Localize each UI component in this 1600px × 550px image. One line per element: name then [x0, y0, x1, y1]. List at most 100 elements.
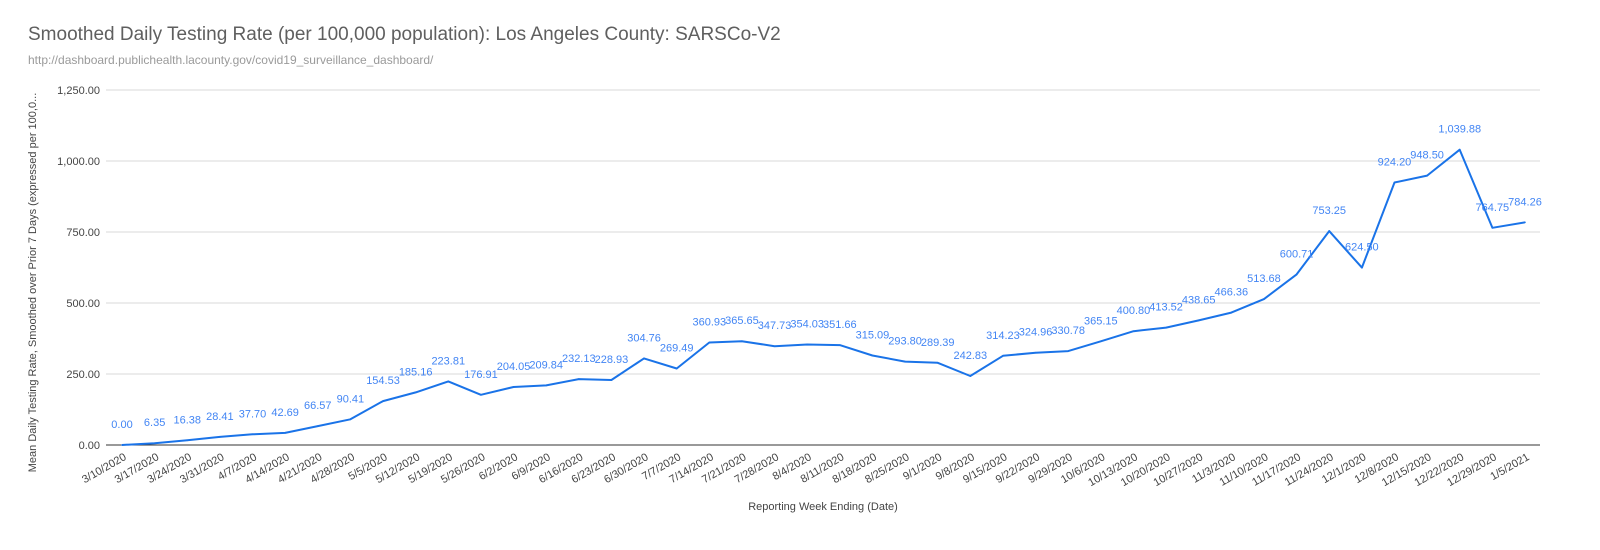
y-axis-ticks: 0.00 250.00 500.00 750.00 1,000.00 1,250.00: [57, 85, 100, 452]
data-label: 513.68: [1247, 273, 1281, 285]
data-point: [741, 340, 743, 342]
data-point: [936, 362, 939, 364]
data-point: [610, 379, 613, 381]
data-point: [969, 375, 972, 377]
chart-title: Smoothed Daily Testing Rate (per 100,000…: [28, 24, 781, 45]
data-point: [1165, 326, 1167, 329]
y-tick-label: 500.00: [66, 298, 100, 310]
data-point: [1230, 311, 1233, 314]
data-label: 351.66: [823, 319, 857, 331]
data-label: 360.93: [692, 316, 726, 328]
data-point: [1132, 330, 1135, 332]
x-axis-ticks: 3/10/20203/17/20203/24/20203/31/20204/7/…: [80, 451, 1531, 489]
y-tick-label: 1,000.00: [57, 156, 100, 168]
data-point: [839, 344, 841, 346]
data-point: [1393, 181, 1396, 184]
x-axis-title: Reporting Week Ending (Date): [748, 501, 898, 513]
data-point: [1361, 266, 1363, 269]
data-label: 315.09: [856, 330, 890, 342]
data-point: [284, 432, 286, 434]
data-label: 324.96: [1019, 327, 1053, 339]
data-label: 764.75: [1476, 202, 1510, 214]
data-point: [1034, 351, 1037, 354]
data-label: 228.93: [595, 354, 629, 366]
data-label: 438.65: [1182, 294, 1216, 306]
data-point: [871, 354, 874, 357]
data-label: 413.52: [1149, 302, 1183, 314]
data-point: [806, 343, 808, 346]
data-label: 304.76: [627, 332, 661, 344]
data-point: [251, 433, 254, 436]
data-label: 209.84: [529, 359, 563, 371]
data-label: 330.78: [1051, 325, 1085, 337]
data-point: [447, 380, 450, 383]
data-labels: 0.00 6.35 16.38 28.41 37.70 42.69 66.57 90.4115…: [111, 124, 1542, 431]
data-point: [577, 378, 580, 380]
data-point: [1524, 221, 1526, 224]
data-label: 784.26: [1508, 196, 1542, 208]
data-label: 16.38: [173, 414, 201, 426]
data-point: [186, 439, 189, 442]
data-label: 314.23: [986, 330, 1020, 342]
data-label: 1,039.88: [1438, 124, 1481, 136]
data-label: 6.35: [144, 417, 165, 429]
data-point: [1002, 354, 1004, 357]
data-point: [1295, 273, 1298, 276]
data-point: [1458, 148, 1461, 151]
data-label: 400.80: [1117, 305, 1151, 317]
data-label: 28.41: [206, 411, 234, 423]
data-point: [1100, 340, 1102, 343]
data-label: 365.65: [725, 315, 759, 327]
data-point: [1067, 350, 1070, 352]
data-point: [1197, 319, 1200, 322]
data-point: [708, 341, 711, 344]
data-point: [1491, 227, 1494, 229]
data-point: [382, 400, 384, 402]
series-line: [121, 148, 1526, 446]
data-label: 232.13: [562, 353, 596, 365]
data-label: 42.69: [271, 407, 299, 419]
data-label: 354.03: [790, 318, 824, 330]
chart-subtitle: http://dashboard.publichealth.lacounty.g…: [28, 53, 434, 67]
data-label: 223.81: [431, 355, 465, 367]
data-label: 66.57: [304, 400, 332, 412]
data-point: [1263, 298, 1265, 300]
data-point: [1426, 174, 1428, 177]
data-label: 753.25: [1312, 205, 1346, 217]
data-label: 185.16: [399, 366, 433, 378]
data-label: 600.71: [1280, 248, 1314, 260]
data-label: 948.50: [1410, 150, 1444, 162]
data-label: 289.39: [921, 337, 955, 349]
y-tick-label: 0.00: [79, 440, 100, 452]
data-point: [675, 367, 678, 370]
data-point: [414, 391, 417, 394]
data-point: [545, 384, 547, 387]
data-label: 293.80: [888, 336, 922, 348]
data-point: [904, 360, 906, 363]
data-point: [121, 444, 123, 446]
data-point: [219, 436, 221, 438]
data-label: 466.36: [1215, 287, 1249, 299]
data-point: [643, 357, 645, 360]
data-label: 924.20: [1378, 157, 1412, 169]
y-tick-label: 1,250.00: [57, 85, 100, 97]
data-label: 347.73: [758, 320, 792, 332]
y-tick-label: 250.00: [66, 369, 100, 381]
data-label: 37.70: [239, 408, 267, 420]
data-point: [512, 386, 515, 388]
y-axis-title: Mean Daily Testing Rate, Smoothed over P…: [27, 93, 39, 472]
series-line-group: [121, 148, 1526, 446]
data-point: [316, 425, 319, 427]
data-label: 242.83: [953, 350, 987, 362]
gridlines: [106, 89, 1540, 446]
data-point: [349, 418, 352, 421]
data-point: [480, 393, 482, 396]
y-tick-label: 750.00: [66, 227, 100, 239]
data-label: 624.50: [1345, 242, 1379, 254]
data-label: 204.05: [497, 361, 531, 373]
data-point: [153, 442, 156, 444]
data-label: 0.00: [111, 419, 132, 431]
data-label: 269.49: [660, 342, 694, 354]
data-label: 176.91: [464, 369, 498, 381]
